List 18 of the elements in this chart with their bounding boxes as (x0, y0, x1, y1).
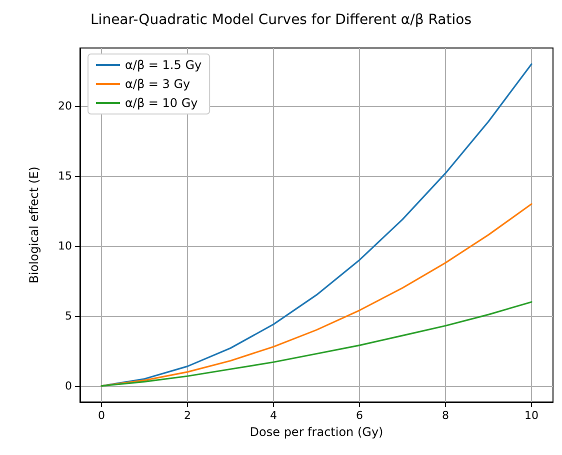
y-tick-label: 15 (58, 170, 72, 183)
x-axis-title: Dose per fraction (Gy) (250, 424, 384, 439)
x-tick-label: 2 (184, 409, 191, 422)
y-tick-label: 10 (58, 239, 72, 252)
y-tick-label: 0 (65, 379, 72, 392)
legend-label: α/β = 1.5 Gy (125, 58, 202, 72)
y-tick-label: 5 (65, 309, 72, 322)
x-tick-label: 4 (270, 409, 277, 422)
legend-label: α/β = 3 Gy (125, 77, 190, 91)
y-axis-title: Biological effect (E) (27, 166, 41, 284)
x-tick-label: 6 (356, 409, 363, 422)
line-series (100, 301, 532, 387)
x-tick-label: 10 (524, 409, 538, 422)
x-tick-label: 0 (98, 409, 105, 422)
chart-title: Linear-Quadratic Model Curves for Different α/β Ratios (90, 12, 472, 28)
legend-label: α/β = 10 Gy (125, 96, 198, 110)
y-tick-label: 20 (58, 100, 72, 113)
x-tick-label: 8 (442, 409, 449, 422)
